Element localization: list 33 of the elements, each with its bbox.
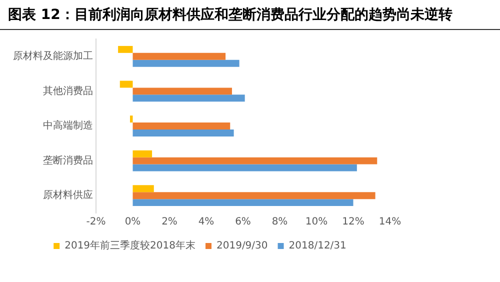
x-tick-label: 0% xyxy=(124,216,141,228)
chart-title: 图表 12：目前利润向原材料供应和垄断消费品行业分配的趋势尚未逆转 xyxy=(0,0,500,30)
y-tick-label: 原材料及能源加工 xyxy=(13,50,93,62)
legend-label: 2019/9/30 xyxy=(216,240,268,252)
x-tick-label: 10% xyxy=(305,216,328,228)
x-tick-label: 8% xyxy=(272,216,288,228)
y-tick-label: 垄断消费品 xyxy=(43,154,93,166)
legend-label: 2019年前三季度较2018年末 xyxy=(64,240,196,252)
bar xyxy=(132,164,357,172)
x-tick-label: 6% xyxy=(235,216,251,228)
y-tick-label: 中高端制造 xyxy=(43,120,93,132)
legend-label: 2018/12/31 xyxy=(288,240,346,252)
bar xyxy=(132,94,245,102)
x-tick-label: 2% xyxy=(162,216,178,228)
x-tick-label: -2% xyxy=(86,216,106,228)
bar xyxy=(132,129,234,136)
bar xyxy=(132,122,230,130)
bar xyxy=(130,116,133,123)
bar xyxy=(132,88,232,95)
bar xyxy=(132,185,154,192)
bar xyxy=(132,150,152,158)
bar xyxy=(132,157,378,164)
bar xyxy=(132,199,354,206)
bar xyxy=(132,60,240,67)
bar xyxy=(120,80,133,88)
bar xyxy=(132,52,226,60)
bar xyxy=(132,192,376,200)
y-tick-label: 原材料供应 xyxy=(43,189,93,202)
y-tick-label: 其他消费品 xyxy=(43,84,93,97)
x-tick-label: 14% xyxy=(378,216,402,228)
x-tick-label: 12% xyxy=(342,216,364,228)
x-tick-label: 4% xyxy=(198,216,214,228)
bar xyxy=(118,46,133,53)
